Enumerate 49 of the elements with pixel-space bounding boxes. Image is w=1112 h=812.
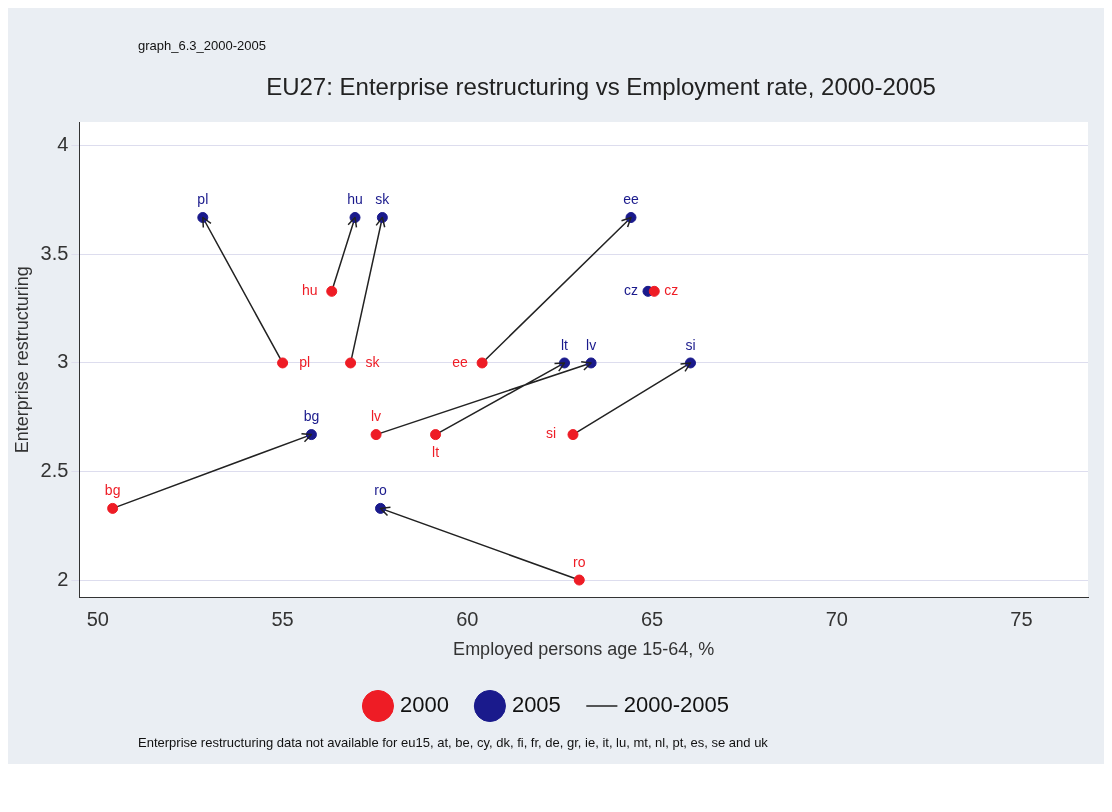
point (430, 429, 442, 441)
point (107, 502, 119, 514)
chart-title: EU27: Enterprise restructuring vs Employment rate, 2000-2005 (265, 73, 937, 101)
x-tick-label: 75 (1010, 607, 1033, 630)
annotation: cz (664, 282, 679, 299)
legend-label: 2000 (399, 692, 449, 718)
annotation: si (685, 336, 696, 353)
y-tick-label: 4 (57, 133, 69, 156)
y-tick-label: 2.5 (40, 459, 69, 482)
annotation: pl (299, 353, 311, 370)
annotation: bg (104, 482, 121, 499)
annotation: cz (623, 282, 638, 299)
annotation: lt (560, 336, 569, 353)
point (648, 285, 660, 297)
annotation: sk (365, 353, 381, 370)
annotation: bg (303, 408, 320, 425)
legend-label: 2005 (511, 692, 561, 718)
x-tick-label: 70 (825, 607, 848, 630)
point (573, 574, 585, 586)
x-tick-label: 50 (86, 607, 109, 630)
y-axis-title: Enterprise restructuring (11, 266, 32, 454)
text: Enterprise restructuring data not available for eu15, at, be, cy, dk, fi, fr, de, gr, ie, it, lu, mt, nl, pt, es, se and uk (138, 735, 769, 750)
annotation: sk (375, 191, 391, 208)
y-tick-label: 3.5 (40, 241, 69, 264)
annotation: ro (573, 553, 586, 570)
annotation: pl (197, 191, 209, 208)
annotation: lv (371, 408, 382, 425)
x-tick-label: 65 (640, 607, 664, 630)
annotation: si (545, 425, 557, 442)
point (567, 429, 579, 441)
point (277, 357, 289, 369)
annotation: hu (347, 191, 363, 208)
annotation: hu (301, 282, 318, 299)
annotation: lt (432, 444, 440, 461)
x-axis-title: Employed persons age 15-64, % (453, 639, 715, 660)
point (370, 429, 382, 441)
point (476, 357, 488, 369)
point (326, 285, 338, 297)
x-tick-label: 55 (271, 607, 294, 630)
annotation: ro (374, 482, 387, 499)
y-tick-label: 3 (57, 350, 69, 373)
annotation: ee (452, 353, 469, 370)
chart-subtitle: graph_6.3_2000-2005 (138, 38, 267, 53)
annotation: lv (586, 336, 597, 353)
point (345, 357, 357, 369)
legend-label: 2000-2005 (623, 692, 730, 718)
x-tick-label: 60 (456, 607, 479, 630)
y-tick-label: 2 (57, 567, 69, 590)
annotation: ee (623, 191, 639, 208)
